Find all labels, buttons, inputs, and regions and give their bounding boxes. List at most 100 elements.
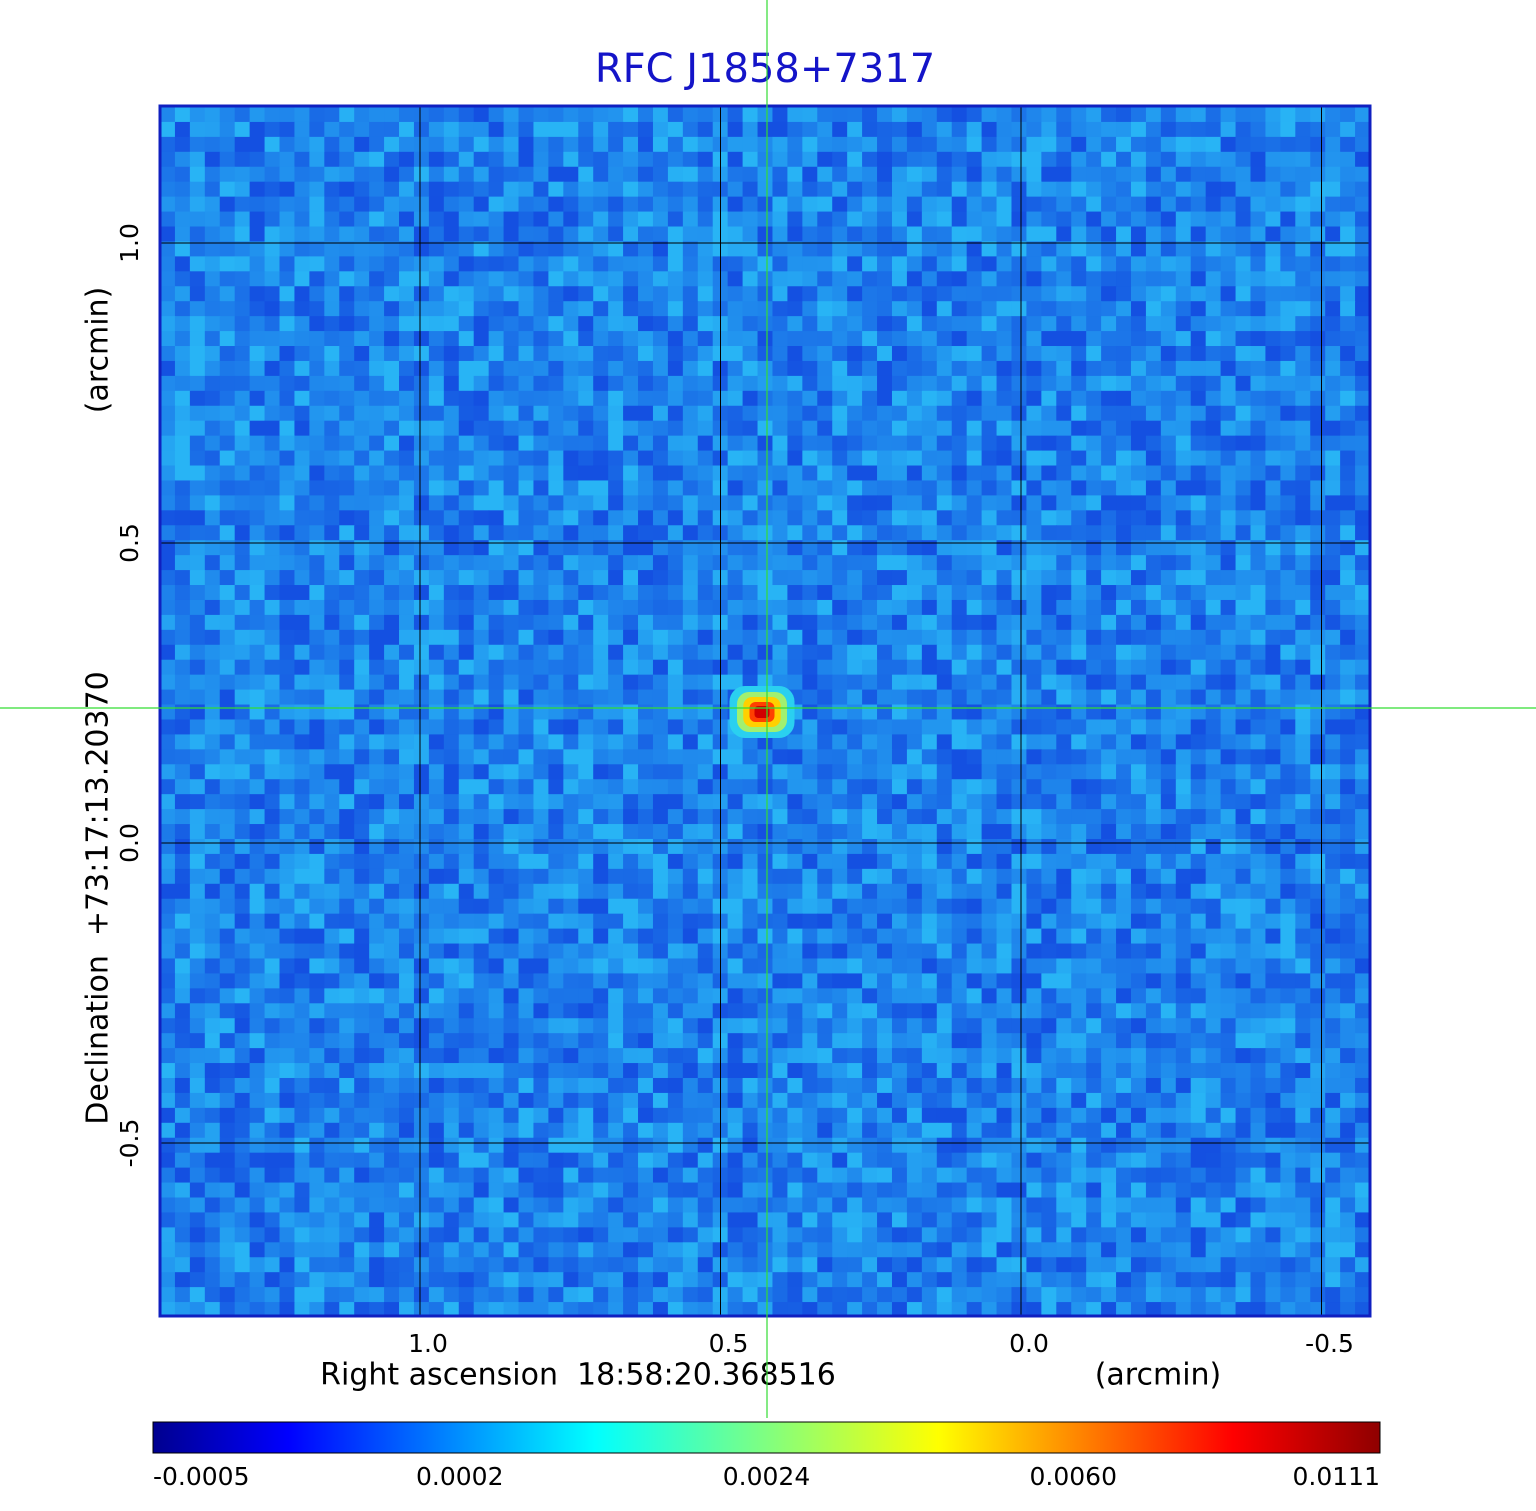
pixel (204, 734, 221, 750)
pixel (234, 121, 251, 138)
pixel (787, 301, 803, 317)
pixel (1101, 644, 1117, 661)
pixel (742, 570, 759, 586)
pixel (981, 121, 998, 138)
pixel (219, 824, 236, 840)
pixel (384, 928, 400, 945)
pixel (996, 166, 1013, 183)
pixel (189, 346, 206, 362)
pixel (906, 256, 923, 272)
pixel (951, 286, 968, 302)
pixel (936, 107, 953, 123)
pixel (279, 435, 296, 452)
pixel (1310, 928, 1326, 945)
pixel (1160, 495, 1177, 511)
pixel (1220, 585, 1237, 601)
pixel (264, 525, 281, 541)
pixel (802, 913, 818, 930)
pixel (1265, 465, 1281, 482)
pixel (772, 614, 789, 631)
pixel (219, 719, 236, 736)
pixel (548, 301, 564, 317)
pixel (249, 674, 266, 691)
pixel (996, 286, 1013, 302)
pixel (981, 629, 998, 646)
pixel (339, 913, 355, 930)
pixel (608, 151, 624, 168)
pixel (652, 555, 669, 571)
pixel (742, 166, 759, 183)
pixel (817, 286, 833, 302)
pixel (996, 256, 1013, 272)
pixel (638, 629, 654, 646)
pixel (1101, 868, 1117, 885)
pixel (1101, 853, 1117, 870)
pixel (1265, 375, 1281, 392)
pixel (906, 540, 923, 556)
pixel (1205, 719, 1222, 736)
pixel (593, 405, 609, 422)
pixel (279, 390, 296, 407)
pixel (1116, 241, 1132, 257)
pixel (697, 1018, 714, 1034)
pixel (339, 286, 355, 302)
pixel (563, 764, 579, 780)
pixel (1086, 973, 1102, 989)
pixel (1041, 226, 1057, 243)
pixel (891, 555, 908, 571)
pixel (518, 913, 535, 930)
pixel (548, 794, 564, 810)
pixel (996, 824, 1013, 840)
pixel (399, 928, 415, 945)
pixel (1101, 570, 1117, 586)
pixel (891, 704, 908, 721)
pixel (1190, 824, 1207, 840)
pixel (1011, 510, 1028, 526)
pixel (1295, 301, 1311, 317)
pixel (981, 136, 998, 153)
pixel (234, 450, 251, 467)
pixel (533, 719, 549, 736)
pixel (608, 331, 624, 347)
pixel (1220, 988, 1237, 1004)
pixel (862, 704, 878, 721)
pixel (757, 226, 774, 243)
pixel (174, 166, 191, 183)
pixel (264, 121, 281, 138)
pixel (936, 121, 953, 138)
pixel (428, 898, 445, 915)
pixel (787, 151, 803, 168)
pixel (742, 809, 759, 825)
pixel (623, 629, 639, 646)
pixel (309, 465, 325, 482)
pixel (413, 495, 430, 511)
pixel (384, 719, 400, 736)
pixel (727, 107, 744, 123)
pixel (727, 913, 744, 930)
pixel (1116, 570, 1132, 586)
pixel (309, 644, 325, 661)
pixel (817, 331, 833, 347)
pixel (369, 480, 385, 496)
pixel (936, 614, 953, 631)
pixel (309, 435, 325, 452)
pixel (787, 644, 803, 661)
pixel (458, 853, 475, 870)
pixel (1026, 301, 1042, 317)
pixel (787, 928, 803, 945)
pixel (413, 480, 430, 496)
pixel (339, 1018, 355, 1034)
pixel (219, 420, 236, 437)
pixel (921, 510, 938, 526)
pixel (951, 779, 968, 795)
pixel (1145, 136, 1162, 153)
pixel (832, 331, 848, 347)
pixel (443, 331, 460, 347)
pixel (787, 211, 803, 228)
pixel (458, 166, 475, 183)
pixel (249, 286, 266, 302)
pixel (996, 181, 1013, 198)
pixel (219, 868, 236, 885)
pixel (189, 913, 206, 930)
pixel (354, 360, 370, 377)
